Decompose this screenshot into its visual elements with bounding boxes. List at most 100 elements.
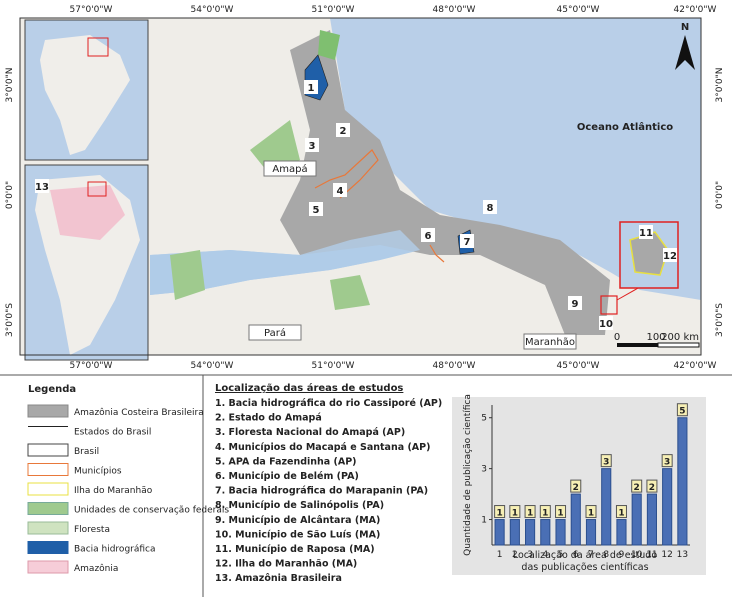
x-tick-label: 10 xyxy=(631,550,643,560)
legend-label: Municípios xyxy=(74,467,122,477)
scale-bar xyxy=(657,342,700,348)
marker-box xyxy=(639,225,653,239)
value-label: 2 xyxy=(649,483,655,493)
legend-label: Amazônia Costeira Brasileira xyxy=(74,407,204,418)
legend-swatch xyxy=(27,482,69,496)
bar xyxy=(677,417,688,546)
lon-label: 57°0'0"W xyxy=(70,361,113,371)
inset-line xyxy=(616,286,641,301)
value-label: 1 xyxy=(542,509,548,519)
map-frame xyxy=(19,17,702,356)
marker-box xyxy=(336,123,350,137)
bar xyxy=(662,468,673,546)
legend-swatch xyxy=(27,541,69,554)
bar xyxy=(601,468,612,546)
y-axis-title: Quantidade de publicação científica xyxy=(463,394,473,556)
inset-box xyxy=(87,181,107,197)
y-tick-label: 1 xyxy=(481,516,487,526)
marker-label: 3 xyxy=(309,141,316,152)
study-area: 9. Município de Alcântara (MA) xyxy=(215,515,380,526)
legend-swatch xyxy=(27,560,69,574)
bar xyxy=(509,519,520,546)
study-area: 12. Ilha do Maranhão (MA) xyxy=(215,559,357,570)
bar xyxy=(646,493,657,546)
marker-box xyxy=(305,138,319,152)
x-tick-label: 12 xyxy=(661,550,672,560)
legend-label: Amazônia xyxy=(74,563,118,574)
study-area: 8. Município de Salinópolis (PA) xyxy=(215,500,384,511)
marker-box xyxy=(304,80,318,94)
value-box xyxy=(555,505,567,519)
marker-box xyxy=(421,228,435,242)
scale-label: 100 xyxy=(646,332,665,343)
value-box xyxy=(615,505,627,519)
north-arrow xyxy=(675,35,695,70)
coastal-amazon xyxy=(280,30,610,335)
x-axis-title: Localização da área de estudo xyxy=(513,550,657,561)
study-area: 13. Amazônia Brasileira xyxy=(215,573,342,584)
river-mouth xyxy=(150,230,420,295)
lon-label: 45°0'0"W xyxy=(557,5,600,15)
marker-label: 4 xyxy=(337,186,344,197)
list-title: Localização das áreas de estudos xyxy=(215,382,403,394)
marker-label: 8 xyxy=(487,203,494,214)
scale-bar xyxy=(617,343,658,347)
value-box xyxy=(676,403,688,417)
lon-label: 51°0'0"W xyxy=(312,361,355,371)
legend-swatch xyxy=(27,404,69,418)
marker-label: 9 xyxy=(572,299,579,310)
lat-label: 3°0'0"S xyxy=(5,303,15,337)
bar xyxy=(525,519,536,546)
lon-label: 54°0'0"W xyxy=(191,5,234,15)
lat-label: 3°0'0"N xyxy=(715,67,725,102)
inset-box xyxy=(87,37,109,57)
value-box xyxy=(661,454,673,468)
north-label: N xyxy=(681,22,689,33)
lon-label: 54°0'0"W xyxy=(191,361,234,371)
marker-label: 1 xyxy=(308,83,315,94)
value-box xyxy=(585,505,597,519)
inset-box xyxy=(600,295,618,315)
place-box xyxy=(263,160,317,177)
study-area: 6. Município de Belém (PA) xyxy=(215,471,359,482)
lat-label: 3°0'0"N xyxy=(5,67,15,102)
marker-label: 13 xyxy=(35,182,49,193)
bar xyxy=(540,519,551,546)
value-label: 1 xyxy=(618,509,624,519)
legend-swatch xyxy=(27,443,69,457)
lon-label: 42°0'0"W xyxy=(674,361,717,371)
legend-swatch xyxy=(27,463,69,476)
lon-label: 45°0'0"W xyxy=(557,361,600,371)
x-tick-label: 2 xyxy=(512,550,518,560)
x-tick-label: 7 xyxy=(588,550,594,560)
x-tick-label: 1 xyxy=(497,550,503,560)
value-box xyxy=(646,479,658,493)
place-label: Amapá xyxy=(272,163,307,175)
marker-label: 2 xyxy=(340,126,347,137)
place-box xyxy=(248,324,302,341)
marker-box xyxy=(333,183,347,197)
marker-box xyxy=(483,200,497,214)
place-box xyxy=(523,333,577,350)
marker-label: 12 xyxy=(663,251,677,262)
value-label: 5 xyxy=(679,407,685,417)
study-area: 4. Municípios do Macapá e Santana (AP) xyxy=(215,442,430,453)
y-tick-label: 3 xyxy=(481,465,487,475)
value-label: 1 xyxy=(512,509,518,519)
study-area: 1. Bacia hidrográfica do rio Cassiporé (… xyxy=(215,398,442,409)
legend-label: Floresta xyxy=(74,525,110,535)
conservation-unit xyxy=(330,275,370,310)
value-box xyxy=(570,479,582,493)
x-tick-label: 4 xyxy=(542,550,548,560)
marker-box xyxy=(309,202,323,216)
study-area: 3. Floresta Nacional do Amapá (AP) xyxy=(215,427,405,438)
x-tick-label: 5 xyxy=(558,550,564,560)
value-box xyxy=(509,505,521,519)
legend-swatch xyxy=(27,502,69,515)
marker-box xyxy=(568,296,582,310)
value-label: 2 xyxy=(634,483,640,493)
study-area: 7. Bacia hidrográfica do Marapanin (PA) xyxy=(215,486,428,497)
conservation-unit xyxy=(170,250,205,300)
study-area: 2. Estado do Amapá xyxy=(215,413,322,424)
municipality xyxy=(429,244,445,263)
